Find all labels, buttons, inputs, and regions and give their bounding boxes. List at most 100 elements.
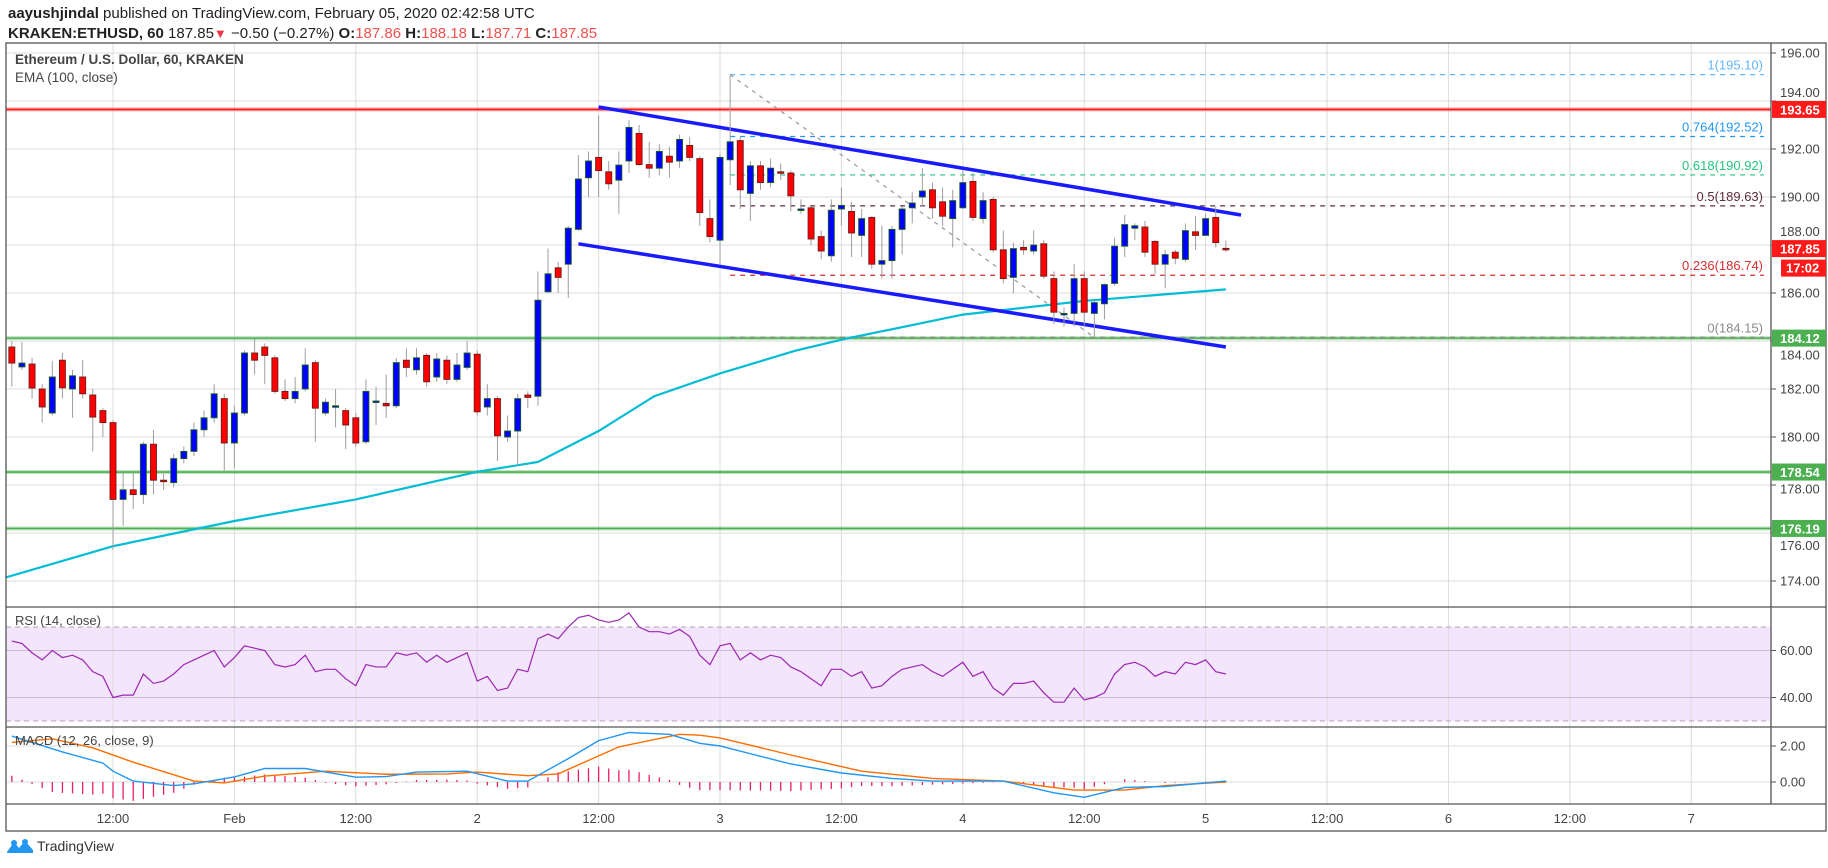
candle-up [858, 218, 866, 236]
price-level-label: 184.12 [1780, 331, 1820, 346]
candle-up [170, 458, 178, 484]
candle-down [665, 155, 673, 163]
candle-up [483, 398, 491, 408]
candle-down [89, 394, 97, 418]
candle-up [139, 443, 147, 496]
candle-up [1131, 225, 1139, 229]
candle-down [939, 201, 947, 217]
candle-down [736, 140, 744, 191]
candle-down [645, 164, 653, 169]
macd-legend: MACD (12, 26, close, 9) [15, 733, 154, 748]
candle-up [413, 357, 420, 371]
candle-down [1050, 278, 1058, 313]
series-legend: Ethereum / U.S. Dollar, 60, KRAKEN [15, 52, 244, 67]
price-axis-label: 192.00 [1780, 142, 1820, 157]
candle-up [200, 417, 208, 431]
candle-down [109, 422, 117, 500]
tradingview-logo-text: TradingView [37, 838, 115, 854]
price-axis-label: 188.00 [1780, 224, 1820, 239]
candle-up [1202, 218, 1210, 236]
fib-level-label: 0.5(189.63) [1697, 189, 1764, 204]
author-name[interactable]: aayushjindal [8, 5, 99, 22]
candle-up [433, 358, 441, 378]
candle-down [129, 489, 137, 496]
price-level-label: 178.54 [1780, 465, 1821, 480]
candle-down [220, 398, 228, 444]
candle-down [595, 156, 603, 172]
candle-down [807, 207, 815, 240]
candle-up [949, 200, 957, 220]
candle-up [655, 150, 663, 169]
last-price: 187.85 [168, 25, 214, 42]
price-axis-label: 186.00 [1780, 286, 1820, 301]
candle-up [878, 260, 886, 265]
time-axis-label: Feb [223, 811, 245, 826]
triangle-down-icon: ▼ [213, 26, 227, 41]
low-value: 187.71 [485, 25, 532, 42]
candle-up [463, 352, 471, 368]
candle-up [362, 390, 370, 443]
candle-up [291, 390, 299, 400]
time-axis-label: 6 [1445, 811, 1452, 826]
fib-trend-line [729, 74, 1095, 338]
candle-down [969, 180, 977, 218]
time-axis-label: 12:00 [1554, 811, 1587, 826]
current-price-label-bg [1772, 240, 1826, 258]
candle-down [999, 249, 1007, 280]
publish-info: aayushjindal published on TradingView.co… [8, 5, 535, 22]
price-level-label-bg [1772, 519, 1826, 537]
candle-up [230, 412, 238, 444]
price-level-label: 176.19 [1780, 521, 1820, 536]
tradingview-logo[interactable]: TradingView [6, 838, 114, 854]
macd-pane [11, 731, 1227, 801]
candle-down [58, 359, 66, 389]
candle-up [716, 156, 724, 241]
candle-down [787, 172, 795, 197]
high-label: H: [405, 25, 422, 42]
symbol: KRAKEN:ETHUSD, 60 [8, 25, 164, 42]
tradingview-logo-icon [7, 839, 33, 853]
candle-up [918, 190, 926, 198]
candle-up [908, 202, 916, 209]
candle-up [514, 398, 522, 432]
chart-frame [5, 42, 1827, 832]
candle-down [473, 353, 481, 413]
candle-up [48, 376, 56, 414]
ema-legend: EMA (100, close) [15, 70, 118, 85]
price-axis-label: 174.00 [1780, 574, 1820, 589]
candle-down [493, 398, 501, 437]
candle-down [817, 236, 825, 252]
countdown-bg [1781, 259, 1826, 277]
ema-line [6, 288, 1226, 579]
open-value: 187.86 [355, 25, 402, 42]
candle-down [160, 479, 168, 483]
price-level-label-bg [1772, 100, 1826, 118]
rsi-band [6, 627, 1771, 721]
candle-down [443, 359, 451, 380]
candle-down [251, 352, 259, 361]
price-axis-label: 196.00 [1780, 46, 1820, 61]
candle-up [392, 362, 400, 407]
candle-down [989, 198, 997, 251]
candle-up [301, 364, 309, 390]
candle-up [1030, 244, 1038, 252]
candle-up [1161, 254, 1169, 265]
candle-down [1171, 251, 1179, 259]
candle-up [564, 227, 572, 265]
time-axis-label: 7 [1688, 811, 1695, 826]
macd-line [11, 731, 1226, 799]
time-axis-label: 3 [716, 811, 723, 826]
fib-level-label: 0.236(186.74) [1682, 258, 1763, 273]
candle-up [797, 208, 805, 211]
candle-up [827, 209, 835, 257]
candle-down [99, 410, 107, 424]
candle-down [1141, 226, 1149, 253]
candle-down [28, 363, 36, 389]
time-axis-label: 12:00 [97, 811, 130, 826]
candle-down [382, 402, 390, 407]
low-label: L: [471, 25, 486, 42]
candle-up [18, 362, 26, 368]
candle-down [929, 189, 936, 209]
macd-axis-label: 2.00 [1780, 739, 1805, 754]
